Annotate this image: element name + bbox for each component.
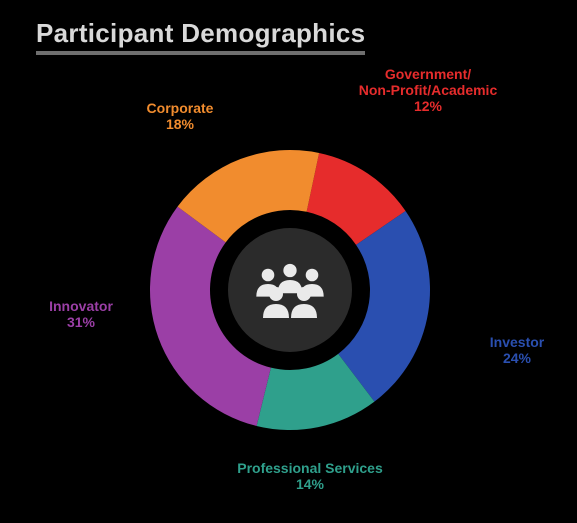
- label-corp: Corporate18%: [120, 100, 240, 132]
- label-inn: Innovator31%: [26, 298, 136, 330]
- label-value: 31%: [26, 314, 136, 330]
- label-title: Government/Non-Profit/Academic: [338, 66, 518, 98]
- label-title: Innovator: [26, 298, 136, 314]
- label-title: Investor: [472, 334, 562, 350]
- label-title: Corporate: [120, 100, 240, 116]
- label-inv: Investor24%: [472, 334, 562, 366]
- label-gov: Government/Non-Profit/Academic12%: [338, 66, 518, 114]
- label-value: 18%: [120, 116, 240, 132]
- label-pro: Professional Services14%: [210, 460, 410, 492]
- label-title: Professional Services: [210, 460, 410, 476]
- label-value: 12%: [338, 98, 518, 114]
- label-value: 14%: [210, 476, 410, 492]
- label-value: 24%: [472, 350, 562, 366]
